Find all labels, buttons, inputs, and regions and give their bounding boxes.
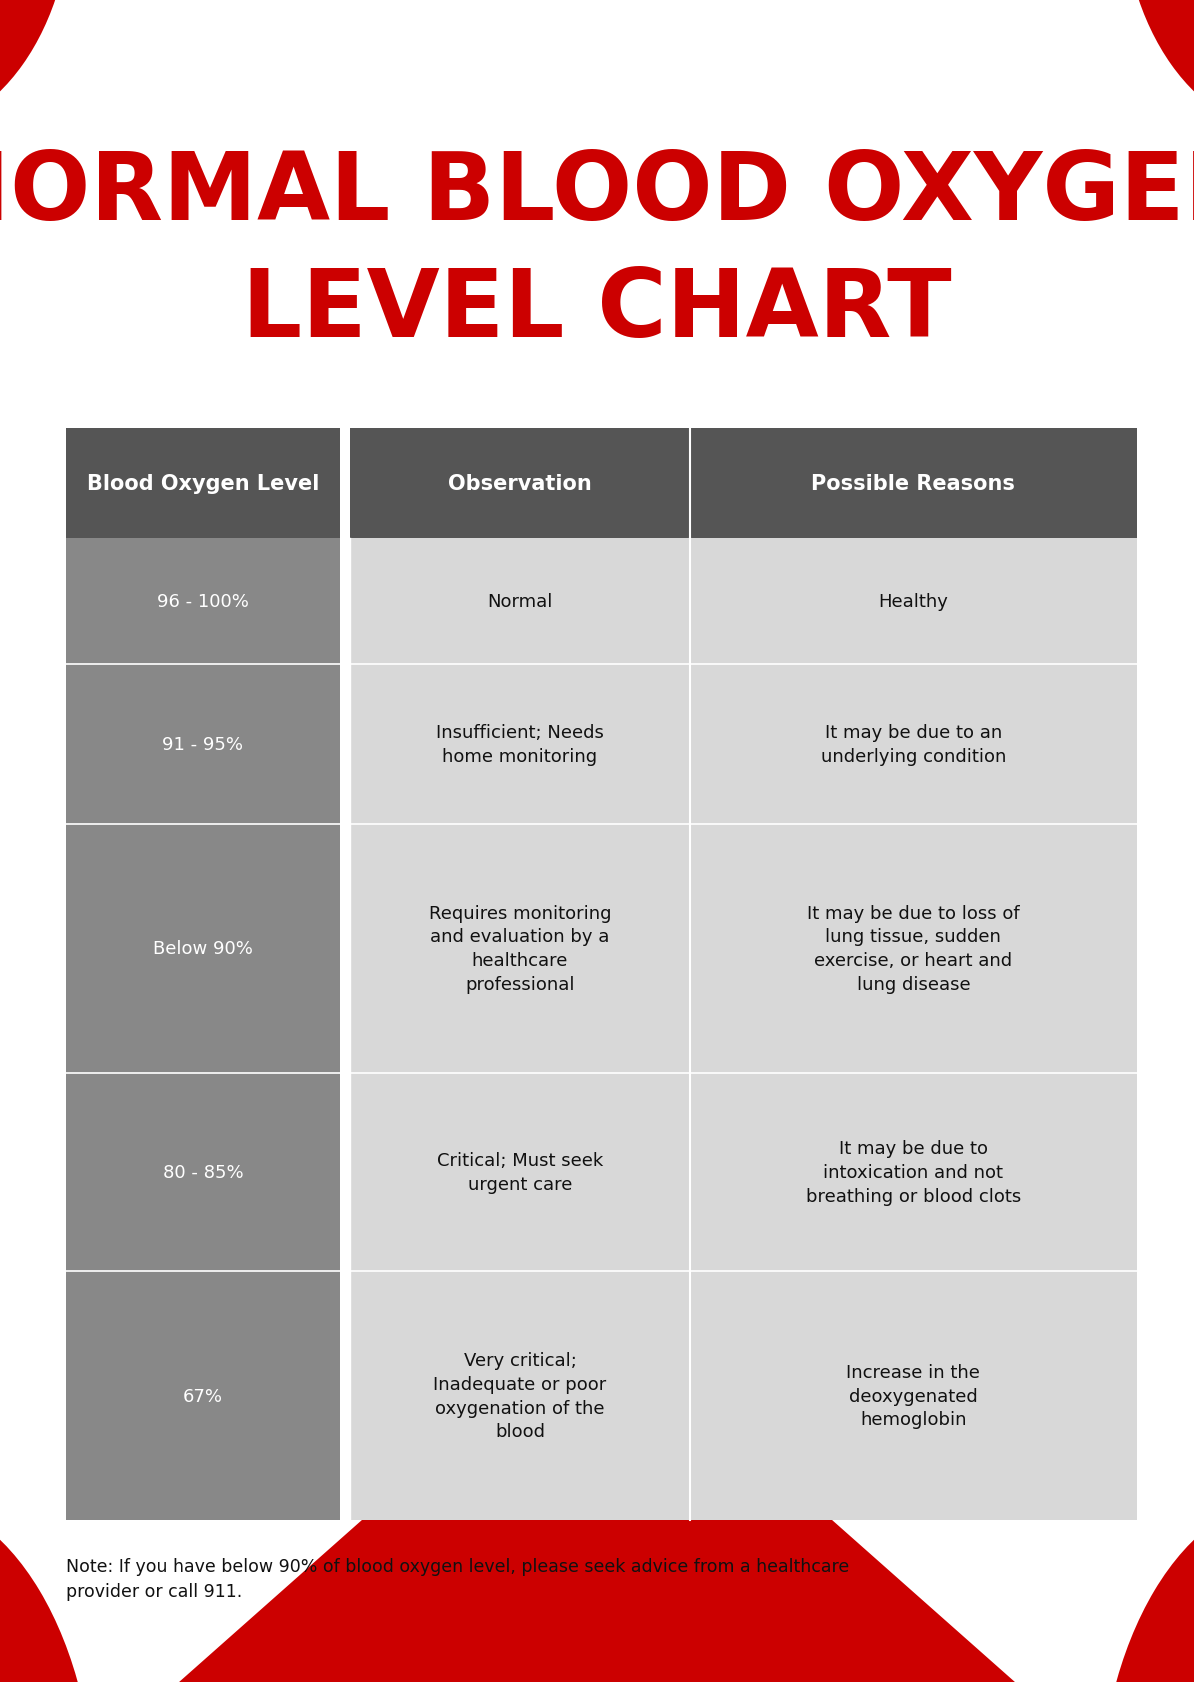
Text: Possible Reasons: Possible Reasons (812, 474, 1015, 493)
Ellipse shape (0, 0, 72, 135)
Text: Healthy: Healthy (879, 592, 948, 611)
Text: LEVEL CHART: LEVEL CHART (242, 266, 952, 357)
FancyBboxPatch shape (350, 538, 1137, 1521)
Text: Very critical;
Inadequate or poor
oxygenation of the
blood: Very critical; Inadequate or poor oxygen… (433, 1352, 607, 1440)
Text: 67%: 67% (183, 1388, 223, 1404)
Text: Observation: Observation (448, 474, 592, 493)
Text: Increase in the
deoxygenated
hemoglobin: Increase in the deoxygenated hemoglobin (847, 1364, 980, 1428)
Text: Blood Oxygen Level: Blood Oxygen Level (87, 474, 319, 493)
Text: It may be due to loss of
lung tissue, sudden
exercise, or heart and
lung disease: It may be due to loss of lung tissue, su… (807, 905, 1020, 992)
FancyBboxPatch shape (66, 538, 340, 1521)
Polygon shape (179, 1312, 1015, 1682)
Ellipse shape (1098, 1497, 1194, 1682)
Text: NORMAL BLOOD OXYGEN: NORMAL BLOOD OXYGEN (0, 148, 1194, 239)
Text: Insufficient; Needs
home monitoring: Insufficient; Needs home monitoring (436, 723, 604, 765)
Text: Note: If you have below 90% of blood oxygen level, please seek advice from a hea: Note: If you have below 90% of blood oxy… (66, 1558, 849, 1601)
Text: 80 - 85%: 80 - 85% (162, 1164, 244, 1181)
Text: Normal: Normal (487, 592, 553, 611)
Text: 96 - 100%: 96 - 100% (158, 592, 248, 611)
Text: It may be due to
intoxication and not
breathing or blood clots: It may be due to intoxication and not br… (806, 1140, 1021, 1204)
Text: 91 - 95%: 91 - 95% (162, 735, 244, 754)
Text: Below 90%: Below 90% (153, 940, 253, 957)
FancyBboxPatch shape (350, 429, 1137, 538)
FancyBboxPatch shape (66, 429, 340, 538)
Ellipse shape (0, 1497, 96, 1682)
Ellipse shape (1122, 0, 1194, 135)
Text: Requires monitoring
and evaluation by a
healthcare
professional: Requires monitoring and evaluation by a … (429, 905, 611, 992)
Text: It may be due to an
underlying condition: It may be due to an underlying condition (820, 723, 1007, 765)
Text: Critical; Must seek
urgent care: Critical; Must seek urgent care (437, 1152, 603, 1193)
